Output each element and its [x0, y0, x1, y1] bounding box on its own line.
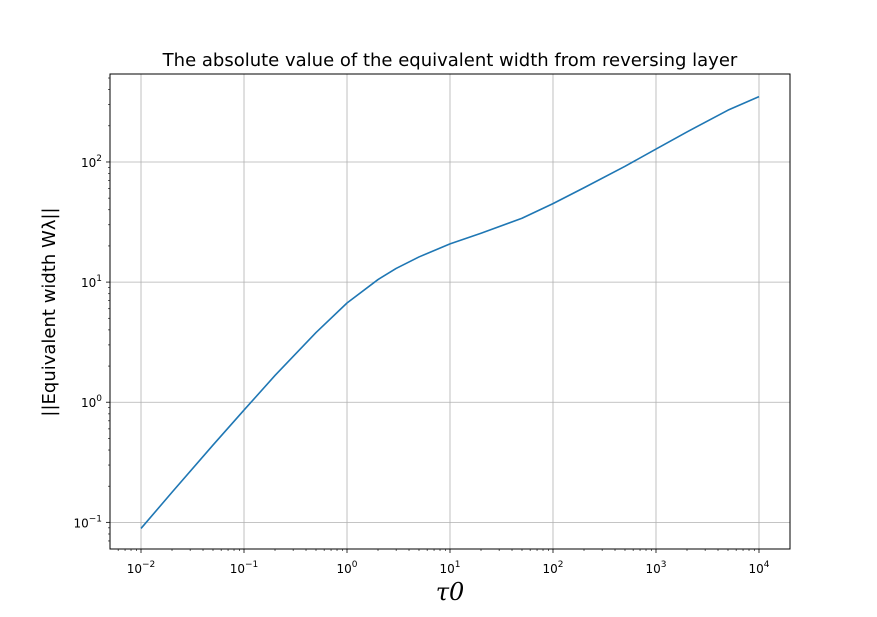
x-tick-label: 102: [542, 560, 563, 576]
x-tick-label: 10−1: [230, 560, 259, 576]
x-axis-label: τ0: [436, 578, 465, 606]
y-tick-label: 101: [81, 274, 102, 290]
x-tick-label: 100: [336, 560, 357, 576]
y-tick-label: 102: [81, 154, 102, 170]
x-tick-label: 104: [748, 560, 769, 576]
axes: 10−2 10−1 100 101 102 103 104 10−1 100 101 102: [73, 154, 769, 576]
x-tick-label: 103: [645, 560, 666, 576]
series-layer: [140, 95, 760, 529]
grid: [110, 74, 790, 549]
y-axis-label: ||Equivalent width Wλ||: [39, 207, 60, 416]
x-tick-label: 10−2: [127, 560, 156, 576]
y-tick-label: 100: [81, 394, 102, 410]
x-tick-label: 101: [439, 560, 460, 576]
series-line: [140, 95, 760, 529]
chart-title: The absolute value of the equivalent wid…: [162, 50, 738, 71]
y-tick-label: 10−1: [73, 514, 102, 530]
